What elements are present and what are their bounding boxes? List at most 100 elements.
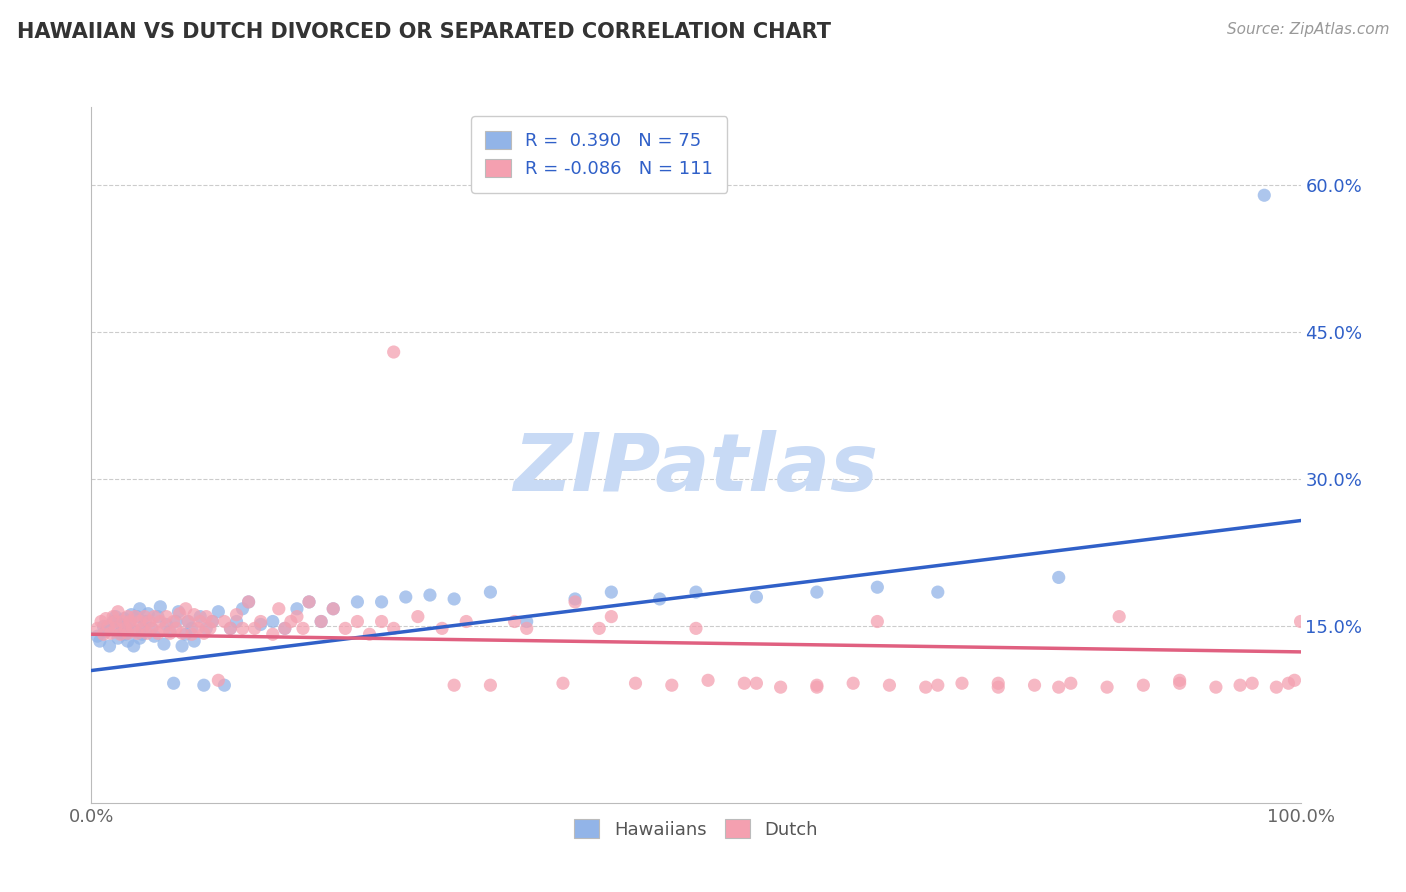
Point [879, 678, 901, 692]
Point [503, 615, 526, 629]
Point [167, 605, 190, 619]
Point [174, 601, 197, 615]
Point [132, 619, 155, 633]
Point [624, 676, 647, 690]
Point [141, 621, 163, 635]
Point [159, 626, 181, 640]
Point [117, 626, 139, 640]
Point [1132, 678, 1154, 692]
Point [120, 615, 142, 629]
Point [806, 678, 828, 692]
Point [193, 626, 215, 640]
Point [1060, 676, 1083, 690]
Point [1108, 609, 1130, 624]
Point [298, 595, 321, 609]
Point [111, 617, 132, 632]
Point [177, 615, 200, 629]
Point [309, 615, 332, 629]
Point [114, 627, 136, 641]
Point [141, 621, 163, 635]
Point [153, 621, 176, 635]
Point [291, 621, 314, 635]
Point [188, 609, 211, 624]
Point [1253, 188, 1275, 202]
Point [136, 626, 159, 640]
Point [335, 621, 357, 635]
Point [600, 585, 623, 599]
Point [1241, 676, 1264, 690]
Point [1168, 673, 1191, 688]
Point [262, 627, 284, 641]
Point [100, 626, 122, 640]
Point [1277, 676, 1299, 690]
Point [648, 591, 671, 606]
Point [225, 607, 247, 622]
Point [193, 678, 215, 692]
Point [174, 627, 197, 641]
Point [987, 680, 1010, 694]
Point [172, 639, 194, 653]
Point [806, 585, 828, 599]
Point [274, 621, 297, 635]
Point [1095, 680, 1118, 694]
Point [661, 678, 683, 692]
Point [110, 627, 132, 641]
Point [131, 621, 153, 635]
Point [346, 595, 368, 609]
Point [927, 678, 949, 692]
Point [285, 609, 308, 624]
Point [155, 617, 177, 632]
Point [183, 634, 205, 648]
Point [1047, 570, 1070, 584]
Point [214, 615, 236, 629]
Point [685, 621, 707, 635]
Point [153, 637, 176, 651]
Point [117, 621, 139, 635]
Point [231, 621, 253, 635]
Point [107, 631, 129, 645]
Point [1265, 680, 1288, 694]
Point [104, 609, 127, 624]
Point [733, 676, 755, 690]
Point [249, 617, 271, 632]
Point [101, 609, 124, 624]
Point [1047, 680, 1070, 694]
Point [243, 621, 266, 635]
Point [127, 609, 149, 624]
Point [419, 588, 441, 602]
Point [117, 609, 139, 624]
Point [136, 607, 159, 621]
Point [155, 609, 177, 624]
Point [104, 621, 127, 635]
Point [285, 601, 308, 615]
Point [298, 595, 321, 609]
Point [165, 621, 187, 635]
Point [201, 615, 224, 629]
Point [564, 595, 586, 609]
Point [370, 595, 392, 609]
Point [201, 615, 224, 629]
Point [1229, 678, 1251, 692]
Point [135, 615, 157, 629]
Point [950, 676, 973, 690]
Point [219, 621, 242, 635]
Point [219, 621, 242, 635]
Point [322, 601, 344, 615]
Point [98, 639, 121, 653]
Point [443, 678, 465, 692]
Point [143, 609, 166, 624]
Point [93, 627, 115, 641]
Point [117, 634, 139, 648]
Point [207, 673, 229, 688]
Point [93, 619, 115, 633]
Point [370, 615, 392, 629]
Point [322, 601, 344, 615]
Point [134, 609, 156, 624]
Point [159, 624, 181, 639]
Point [110, 626, 132, 640]
Point [128, 631, 150, 645]
Point [866, 615, 889, 629]
Point [267, 601, 290, 615]
Point [122, 639, 145, 653]
Point [188, 615, 211, 629]
